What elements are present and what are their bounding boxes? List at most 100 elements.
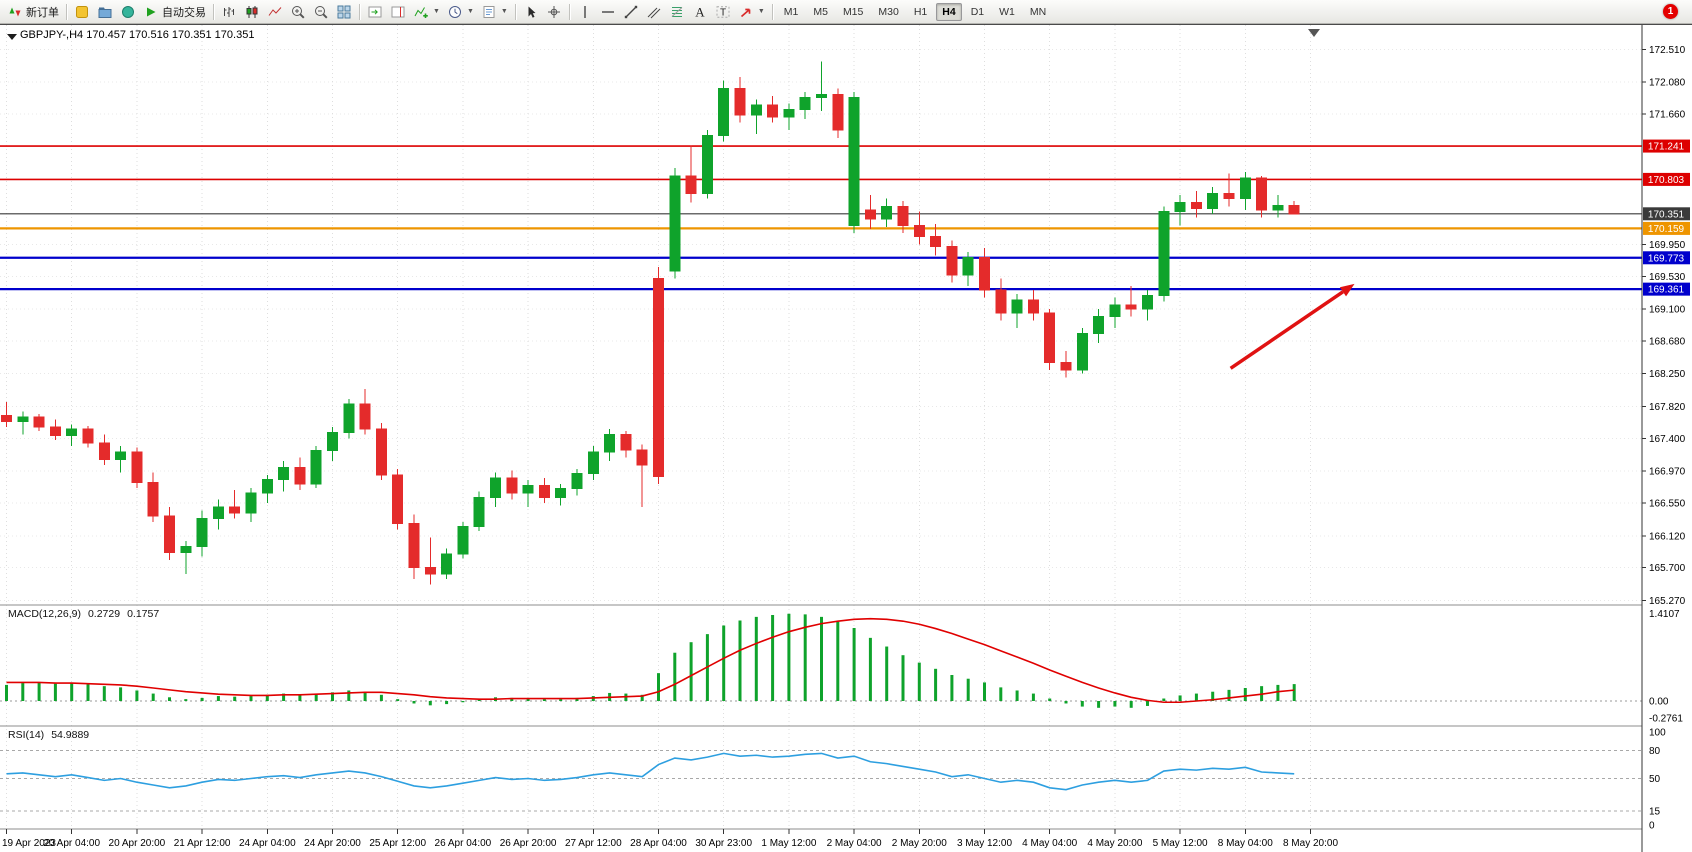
candle <box>571 468 583 496</box>
chart-shift-button[interactable] <box>387 2 409 22</box>
timeframe-m30-button[interactable]: M30 <box>878 5 899 18</box>
candle-body <box>718 87 730 136</box>
timeframe-mn-button[interactable]: MN <box>1029 5 1047 18</box>
price-badge-label: 171.241 <box>1648 142 1685 153</box>
candle-body <box>587 451 599 474</box>
candle <box>913 211 925 245</box>
candle-body <box>636 449 648 466</box>
candle <box>881 198 893 227</box>
price-scale[interactable] <box>1642 25 1692 852</box>
auto-scroll-button[interactable] <box>364 2 386 22</box>
cursor-button[interactable] <box>520 2 542 22</box>
text-button[interactable]: A <box>689 2 711 22</box>
candle <box>441 548 453 580</box>
candle <box>375 423 387 481</box>
candle-body <box>424 567 436 575</box>
text-label-button[interactable]: T <box>712 2 734 22</box>
timeframe-m1-button[interactable]: M1 <box>783 5 799 18</box>
candle <box>1288 201 1300 215</box>
candle-body <box>995 289 1007 314</box>
candle <box>490 472 501 507</box>
time-axis-label: 19 Apr 2023 <box>2 838 56 849</box>
candle-body <box>294 466 306 485</box>
candle-body <box>212 506 224 519</box>
chart-shift-marker[interactable] <box>1308 29 1320 37</box>
rsi-indicator-label: RSI(14) 54.9889 <box>8 729 89 741</box>
timeframe-h1-button[interactable]: H1 <box>913 5 928 18</box>
zoom-out-button[interactable] <box>310 2 332 22</box>
candle <box>424 537 436 585</box>
candle <box>1239 172 1251 211</box>
candle <box>1142 289 1153 321</box>
time-axis-label: 27 Apr 12:00 <box>565 838 622 849</box>
candle <box>98 434 110 466</box>
timeframe-h4-button[interactable]: H4 <box>936 2 962 21</box>
equidistant-channel-button[interactable] <box>643 2 665 22</box>
candles-chart-button[interactable] <box>241 2 263 22</box>
bars-chart-icon <box>224 6 234 17</box>
indicators-button[interactable]: ▼ <box>410 2 443 22</box>
candle <box>1060 350 1072 378</box>
crosshair-button[interactable] <box>543 2 565 22</box>
candle <box>310 445 322 488</box>
notification-badge[interactable]: 1 <box>1663 4 1678 19</box>
timeframe-m5-button[interactable]: M5 <box>813 5 828 18</box>
profiles-button[interactable] <box>94 2 116 22</box>
price-tick-label: 168.250 <box>1649 369 1686 380</box>
data-window-button[interactable] <box>117 2 139 22</box>
zoom-out-icon <box>315 5 328 19</box>
toolbar-separator <box>514 3 516 20</box>
candle-body <box>180 545 192 554</box>
horizontal-line-button[interactable] <box>597 2 619 22</box>
price-tick-label: 169.530 <box>1649 272 1686 283</box>
line-chart-button[interactable] <box>264 2 286 22</box>
candle-body <box>82 428 94 444</box>
timeframe-w1-button[interactable]: W1 <box>999 5 1015 18</box>
zoom-in-button[interactable] <box>287 2 309 22</box>
candle <box>1027 289 1039 321</box>
price-badge: 169.361 <box>1643 282 1690 296</box>
templates-button[interactable]: ▼ <box>478 2 511 22</box>
candle-body <box>604 434 616 453</box>
metaeditor-button[interactable] <box>71 2 93 22</box>
arrows-button[interactable]: ▼ <box>735 2 768 22</box>
symbol-dropdown-icon[interactable] <box>7 34 17 40</box>
candle <box>669 168 681 279</box>
candle <box>49 419 61 440</box>
price-tick-label: 165.700 <box>1649 563 1686 574</box>
bars-chart-button[interactable] <box>218 2 240 22</box>
trendline-button[interactable] <box>620 2 642 22</box>
tile-windows-button[interactable] <box>333 2 355 22</box>
vertical-line-button[interactable] <box>574 2 596 22</box>
svg-text:T: T <box>720 7 726 18</box>
auto-trading-button[interactable]: 自动交易 <box>140 2 209 22</box>
trend-arrow-annotation[interactable] <box>1229 283 1355 370</box>
trendline-icon <box>624 5 638 18</box>
auto-scroll-icon <box>368 6 382 17</box>
candle-body <box>147 482 159 517</box>
fibonacci-button[interactable] <box>666 2 688 22</box>
timeframe-m15-button[interactable]: M15 <box>842 5 864 18</box>
price-tick-label: 167.400 <box>1649 434 1686 445</box>
candle <box>816 61 827 112</box>
time-axis-label: 25 Apr 12:00 <box>369 838 426 849</box>
candle <box>1125 286 1137 317</box>
time-axis-label: 5 May 12:00 <box>1153 838 1208 849</box>
rsi-scale-label: 15 <box>1649 807 1661 818</box>
candle-body <box>1239 177 1251 200</box>
chart-canvas: 172.510 172.080 171.660 169.950 169.530 169.1… <box>0 25 1692 852</box>
candle <box>930 223 942 256</box>
periods-button[interactable]: ▼ <box>444 2 477 22</box>
candle <box>278 461 290 492</box>
macd-name: MACD(12,26,9) <box>8 608 81 620</box>
new-order-button[interactable]: 新订单 <box>4 2 62 22</box>
price-tick-label: 166.550 <box>1649 499 1686 510</box>
candle-body <box>734 87 746 116</box>
chevron-down-icon: ▼ <box>500 8 508 15</box>
candle <box>946 240 958 283</box>
metaeditor-icon <box>76 5 88 18</box>
timeframe-d1-button[interactable]: D1 <box>970 5 985 18</box>
new-order-label: 新订单 <box>26 6 59 19</box>
candle <box>604 429 616 462</box>
main-toolbar: 新订单 自动交易 ▼ ▼ ▼ A T ▼ M1 M5 M15 M30 H1 H4 D1 W1 MN <box>0 0 1692 24</box>
